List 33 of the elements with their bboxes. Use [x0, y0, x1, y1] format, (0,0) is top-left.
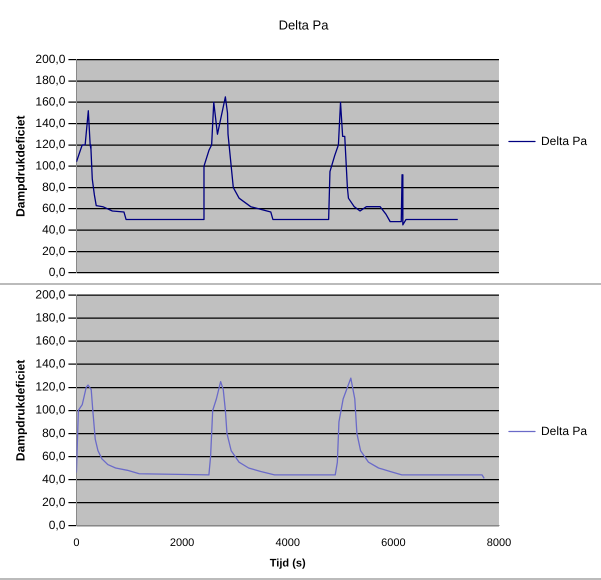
- x-tick-label: 2000: [170, 537, 194, 550]
- y-tick-label: 40,0: [42, 472, 66, 486]
- legend-label: Delta Pa: [540, 134, 588, 148]
- y-tick-label: 60,0: [42, 448, 66, 463]
- y-axis-title: Dampdrukdeficiet: [14, 360, 28, 462]
- y-tick-label: 160,0: [35, 334, 66, 348]
- y-axis-title: Dampdrukdeficiet: [14, 116, 28, 217]
- x-tick-label: 6000: [381, 537, 406, 550]
- x-axis-title: Tijd (s): [270, 557, 306, 570]
- y-tick-label: 60,0: [42, 201, 66, 216]
- chart-title: Delta Pa: [278, 17, 330, 32]
- y-tick-label: 100,0: [35, 402, 66, 417]
- y-tick-label: 0,0: [48, 518, 66, 532]
- y-tick-label: 120,0: [35, 137, 66, 152]
- y-tick-label: 40,0: [42, 222, 66, 236]
- y-tick-label: 120,0: [35, 380, 66, 394]
- y-tick-label: 200,0: [35, 288, 66, 302]
- y-tick-label: 80,0: [42, 426, 66, 440]
- y-tick-label: 140,0: [35, 356, 66, 371]
- x-tick-label: 8000: [486, 537, 512, 550]
- y-tick-label: 160,0: [35, 94, 66, 109]
- y-tick-label: 0,0: [48, 265, 66, 280]
- y-tick-label: 100,0: [35, 158, 66, 173]
- y-tick-label: 20,0: [42, 244, 66, 258]
- y-tick-label: 20,0: [42, 494, 66, 509]
- y-tick-label: 80,0: [42, 180, 66, 194]
- legend-label: Delta Pa: [540, 424, 588, 438]
- y-tick-label: 180,0: [35, 310, 66, 325]
- y-tick-label: 200,0: [35, 52, 66, 66]
- y-tick-label: 180,0: [35, 73, 66, 88]
- x-tick-label: 4000: [275, 537, 300, 550]
- x-tick-label: 0: [73, 537, 80, 550]
- y-tick-label: 140,0: [35, 116, 66, 130]
